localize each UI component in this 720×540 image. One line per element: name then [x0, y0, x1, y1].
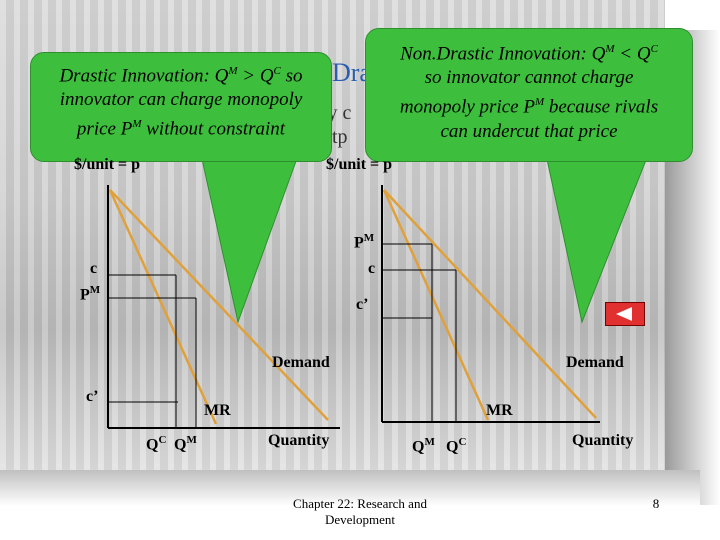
right-mr-curve — [382, 189, 490, 421]
left-c-label: c — [90, 260, 98, 277]
left-pm-label: PM — [80, 284, 101, 304]
slide-shadow-bottom — [0, 470, 700, 506]
right-mr-label: MR — [486, 402, 513, 419]
left-qc-label: QC — [146, 434, 167, 454]
footer-line1: Chapter 22: Research and — [293, 496, 427, 511]
footer-chapter: Chapter 22: Research and Development — [260, 496, 460, 528]
callout-left-tail — [199, 149, 301, 324]
left-demand-curve — [109, 189, 329, 421]
callout-nondrastic-line3: monopoly price PM because rivals — [399, 96, 659, 118]
left-demand-label: Demand — [272, 354, 330, 371]
left-mr-curve — [108, 189, 218, 425]
left-cprime-label: c’ — [86, 388, 99, 405]
right-pm-label: PM — [354, 232, 375, 252]
callout-nondrastic-line2: so innovator cannot charge — [424, 67, 634, 89]
callout-right-tail — [544, 149, 651, 324]
callout-nondrastic: Non.Drastic Innovation: QM < QC so innov… — [365, 28, 693, 162]
left-y-axis-label: $/unit = p — [74, 156, 141, 173]
callout-nondrastic-line4: can undercut that price — [440, 120, 618, 142]
right-x-axis-label: Quantity — [572, 432, 634, 449]
title-fragment: Dra — [332, 58, 371, 87]
callout-drastic-line1: Drastic Innovation: QM > QC so — [59, 65, 303, 87]
right-cprime-label: c’ — [356, 296, 369, 313]
callout-drastic: Drastic Innovation: QM > QC so innovator… — [30, 52, 332, 162]
right-demand-label: Demand — [566, 354, 624, 371]
right-qm-label: QM — [412, 436, 435, 456]
right-qc-label: QC — [446, 436, 467, 456]
footer-line2: Development — [324, 512, 396, 527]
slide-nav-button[interactable] — [605, 302, 645, 326]
play-triangle-icon — [616, 307, 632, 321]
callout-drastic-line3: price PM without constraint — [76, 118, 286, 140]
right-y-axis-label: $/unit = p — [326, 156, 393, 173]
left-mr-label: MR — [204, 402, 231, 419]
left-x-axis-label: Quantity — [268, 432, 330, 449]
page-number: 8 — [652, 496, 660, 511]
callout-nondrastic-line1: Non.Drastic Innovation: QM < QC — [400, 43, 658, 65]
right-c-label: c — [368, 260, 376, 277]
right-demand-curve — [383, 189, 597, 419]
left-qm-label: QM — [174, 434, 197, 454]
callout-drastic-line2: innovator can charge monopoly — [59, 89, 303, 111]
